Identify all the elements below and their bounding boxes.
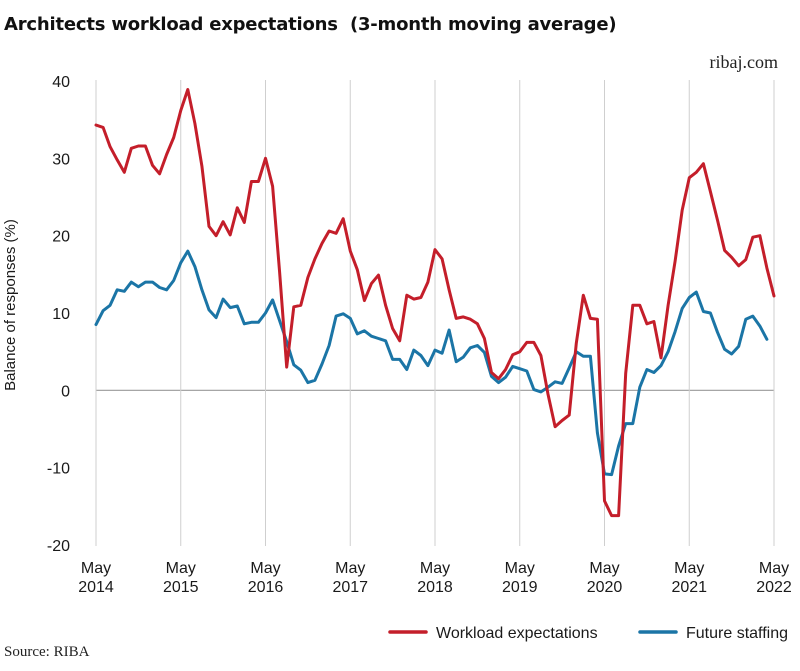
y-tick-label: 40 [52,74,70,91]
x-tick-label-year: 2014 [78,579,114,596]
y-tick-label: 10 [52,306,70,323]
x-tick-label-month: May [166,560,196,577]
x-tick-label-year: 2019 [502,579,538,596]
series-line-workload-expectations [94,88,776,518]
y-tick-label: -20 [47,538,70,555]
x-tick-label-month: May [420,560,450,577]
x-tick-label-month: May [759,560,789,577]
y-tick-label: -10 [47,461,70,478]
y-tick-label: 20 [52,229,70,246]
y-axis-label: Balance of responses (%) [2,219,19,391]
x-tick-label-year: 2020 [587,579,623,596]
x-tick-label-year: 2015 [163,579,199,596]
x-tick-label-month: May [335,560,365,577]
x-tick-label-year: 2022 [756,579,792,596]
x-tick-label-month: May [250,560,280,577]
x-tick-label-year: 2021 [671,579,707,596]
brand-label: ribaj.com [709,52,778,72]
y-tick-label: 30 [52,151,70,168]
x-tick-label-year: 2018 [417,579,453,596]
legend-label-workload-expectations: Workload expectations [436,625,598,642]
source-note: Source: RIBA [4,644,90,660]
x-tick-label-year: 2016 [248,579,284,596]
x-tick-label-month: May [589,560,619,577]
x-tick-label-month: May [81,560,111,577]
x-tick-label-year: 2017 [332,579,368,596]
x-tick-label-month: May [674,560,704,577]
chart-title: Architects workload expectations (3-mont… [4,14,617,35]
legend-label-future-staffing: Future staffing [686,625,788,642]
y-tick-label: 0 [61,383,70,400]
series-line-future-staffing [94,249,769,477]
x-tick-label-month: May [505,560,535,577]
